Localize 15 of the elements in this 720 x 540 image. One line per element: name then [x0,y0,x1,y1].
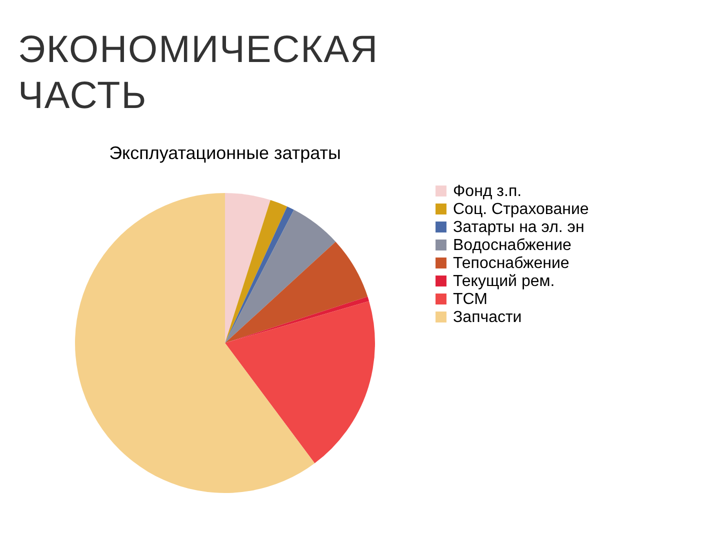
pie-slice [225,210,336,343]
legend-label: Текущий рем. [453,273,555,290]
text: ЭКОНОМИЧЕСКАЯ ЧАСТЬ [18,28,380,119]
legend-label: Тепоснабжение [453,255,570,272]
legend-label: Фонд з.п. [453,183,522,200]
legend-label: Соц. Страхование [453,201,589,218]
legend-label: ТСМ [453,291,488,308]
legend-label: Запчасти [453,309,522,326]
legend-label: Водоснабжение [453,237,572,254]
pie-slice [225,242,368,343]
pie-slice [75,193,315,493]
legend-label: Затарты на эл. эн [453,219,584,236]
pie-slice [225,193,270,343]
pie-slice [225,301,375,464]
chart-title: Эксплуатационные затраты [109,143,341,163]
